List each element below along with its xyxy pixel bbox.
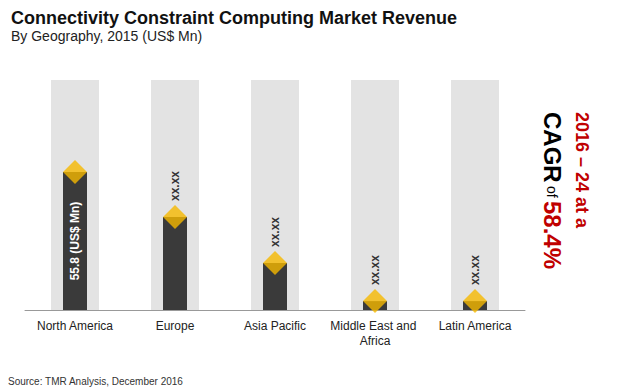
svg-text:Europe: Europe: [156, 319, 195, 333]
svg-text:xx.xx: xx.xx: [368, 255, 382, 285]
svg-text:58.4%: 58.4%: [539, 201, 566, 269]
svg-text:Connectivity Constraint Comput: Connectivity Constraint Computing Market…: [11, 8, 457, 28]
svg-text:of: of: [544, 186, 560, 198]
svg-text:Asia Pacific: Asia Pacific: [244, 319, 306, 333]
svg-text:xx.xx: xx.xx: [168, 171, 182, 201]
svg-text:North America: North America: [37, 319, 113, 333]
svg-text:Source: TMR Analysis, December: Source: TMR Analysis, December 2016: [8, 376, 183, 387]
svg-text:CAGR: CAGR: [539, 112, 566, 183]
svg-text:55.8 (US$ Mn): 55.8 (US$ Mn): [68, 202, 82, 281]
svg-text:xx.xx: xx.xx: [468, 255, 482, 285]
svg-text:Latin America: Latin America: [439, 319, 512, 333]
svg-text:xx.xx: xx.xx: [268, 217, 282, 247]
svg-text:2016 – 24 at a: 2016 – 24 at a: [572, 112, 592, 229]
svg-text:Middle East and: Middle East and: [330, 319, 419, 333]
svg-text:By Geography, 2015 (US$ Mn): By Geography, 2015 (US$ Mn): [11, 28, 202, 44]
svg-text:Africa: Africa: [360, 334, 391, 348]
